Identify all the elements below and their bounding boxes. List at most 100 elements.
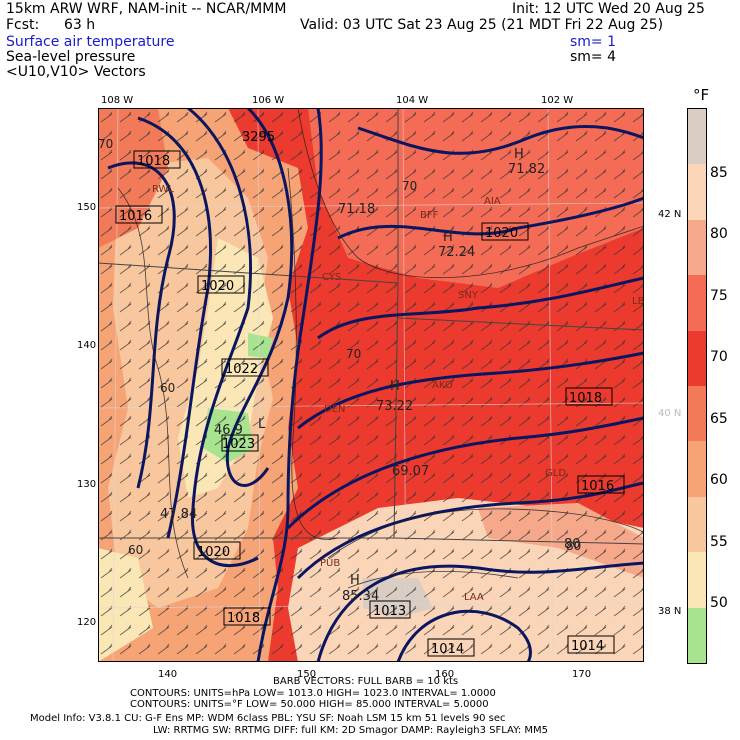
- colorbar-segment: [688, 496, 706, 553]
- isotherm-label: 70: [98, 137, 113, 151]
- temp-extreme-label: 73.22: [376, 399, 413, 414]
- station-label: AIA: [484, 196, 501, 207]
- pressure-labels: 1018 1016 1020 1022 1023 1020 1018 1020 …: [115, 130, 625, 657]
- station-label: RWL: [152, 184, 174, 195]
- lon-label-102w: 102 W: [541, 95, 574, 106]
- svg-text:1020: 1020: [197, 545, 230, 560]
- forecast-hours: 63 h: [64, 17, 96, 33]
- pressure-label: 1020: [481, 222, 529, 241]
- init-time: Init: 12 UTC Wed 20 Aug 25: [512, 1, 705, 17]
- grid-y-130: 130: [77, 479, 97, 490]
- colorbar-segment: [688, 109, 706, 165]
- isotherm-label: 70: [402, 179, 417, 193]
- station-label: DEN: [324, 404, 346, 415]
- svg-text:1023: 1023: [222, 437, 255, 452]
- state-borders: [98, 108, 644, 545]
- colorbar-segment: [688, 607, 706, 664]
- temp-extreme-label: 80: [564, 537, 581, 552]
- pressure-label: 1014: [567, 635, 615, 654]
- temperature-labels: 71.82 71.18 72.24 73.22 69.07 46.9 47.84…: [160, 162, 581, 604]
- pressure-label: 3295: [242, 130, 275, 145]
- isotherm-label: 70: [346, 347, 361, 361]
- forecast-label: Fcst:: [6, 17, 40, 33]
- colorbar-segment: [688, 441, 706, 497]
- wind-barbs: [98, 108, 644, 662]
- colorbar-segment: [688, 219, 706, 276]
- lat-lon-grid: [98, 108, 644, 662]
- pressure-label: 1018: [565, 387, 613, 406]
- svg-text:1018: 1018: [227, 611, 260, 626]
- lat-label-42n: 42 N: [658, 209, 682, 220]
- svg-text:1016: 1016: [119, 209, 152, 224]
- colorbar: [687, 108, 707, 664]
- lon-label-108w: 108 W: [101, 95, 134, 106]
- lon-label-104w: 104 W: [396, 95, 429, 106]
- station-labels: BFF AIA CYS SNY DEN AKO GLD PUB LAA LBF …: [152, 184, 644, 603]
- contour-info-pressure: CONTOURS: UNITS=hPa LOW= 1013.0 HIGH= 10…: [130, 688, 496, 699]
- field-vectors: <U10,V10> Vectors: [6, 64, 146, 80]
- colorbar-unit: °F: [693, 86, 710, 104]
- lat-label-40n: 40 N: [658, 408, 682, 419]
- svg-text:1020: 1020: [201, 279, 234, 294]
- colorbar-label-75: 75: [710, 288, 728, 304]
- station-label: LBF: [632, 296, 644, 307]
- model-info-line2: LW: RRTMG SW: RRTMG DIFF: full KM: 2D Sm…: [153, 725, 549, 736]
- colorbar-label-55: 55: [710, 534, 728, 550]
- temp-extreme-label: 71.18: [338, 202, 375, 217]
- isotherm-labels: 70 70 60 60 70 80: [98, 137, 581, 557]
- pressure-label: 1016: [577, 475, 625, 494]
- svg-text:1022: 1022: [225, 362, 258, 377]
- svg-text:1014: 1014: [431, 642, 464, 657]
- svg-text:1018: 1018: [569, 391, 602, 406]
- colorbar-label-50: 50: [710, 595, 728, 611]
- station-label: GLD: [545, 468, 566, 479]
- isotherm-label: 80: [566, 539, 581, 553]
- temp-extreme-label: 69.07: [392, 464, 429, 479]
- svg-text:1018: 1018: [137, 154, 170, 169]
- weather-map: 1018 1016 1020 1022 1023 1020 1018 1020 …: [98, 108, 644, 662]
- lat-label-38n: 38 N: [658, 606, 682, 617]
- smoothing-pressure: sm= 4: [570, 49, 617, 65]
- colorbar-segment: [688, 386, 706, 442]
- field-pressure: Sea-level pressure: [6, 49, 136, 65]
- pressure-label: 1020: [193, 541, 241, 560]
- lon-label-106w: 106 W: [252, 95, 285, 106]
- station-label: PUB: [320, 558, 340, 569]
- smoothing-temperature: sm= 1: [570, 34, 617, 50]
- high-marker: H: [443, 230, 453, 245]
- svg-text:1013: 1013: [373, 604, 406, 619]
- station-label: SNY: [458, 290, 479, 301]
- pressure-label: 1014: [427, 638, 475, 657]
- colorbar-segment: [688, 164, 706, 220]
- colorbar-label-85: 85: [710, 165, 728, 181]
- grid-y-140: 140: [77, 340, 97, 351]
- grid-x-150: 150: [297, 669, 317, 680]
- svg-text:1016: 1016: [581, 479, 614, 494]
- colorbar-label-65: 65: [710, 411, 728, 427]
- isotherm-label: 60: [128, 543, 143, 557]
- grid-x-160: 160: [435, 669, 455, 680]
- grid-x-170: 170: [572, 669, 592, 680]
- pressure-label: 1022: [221, 358, 269, 377]
- pressure-label: 1018: [223, 607, 271, 626]
- colorbar-segment: [688, 552, 706, 608]
- svg-text:3295: 3295: [242, 130, 275, 145]
- field-temperature: Surface air temperature: [6, 34, 175, 50]
- isotherm-label: 60: [160, 381, 175, 395]
- svg-text:1014: 1014: [571, 639, 604, 654]
- station-label: AKO: [432, 380, 453, 391]
- isobars: [107, 108, 644, 662]
- grid-y-120: 120: [77, 617, 97, 628]
- colorbar-label-60: 60: [710, 472, 728, 488]
- temp-extreme-label: 46.9: [214, 423, 243, 438]
- colorbar-label-80: 80: [710, 226, 728, 242]
- colorbar-label-70: 70: [710, 349, 728, 365]
- pressure-centers: H H H H L: [258, 147, 524, 588]
- isotherms: [117, 108, 644, 589]
- colorbar-segment: [688, 330, 706, 387]
- temp-extreme-label: 47.84: [160, 507, 197, 522]
- low-marker: L: [258, 417, 266, 432]
- barb-legend: BARB VECTORS: FULL BARB = 10 kts: [273, 676, 459, 687]
- grid-x-140: 140: [158, 669, 178, 680]
- high-marker: H: [350, 573, 360, 588]
